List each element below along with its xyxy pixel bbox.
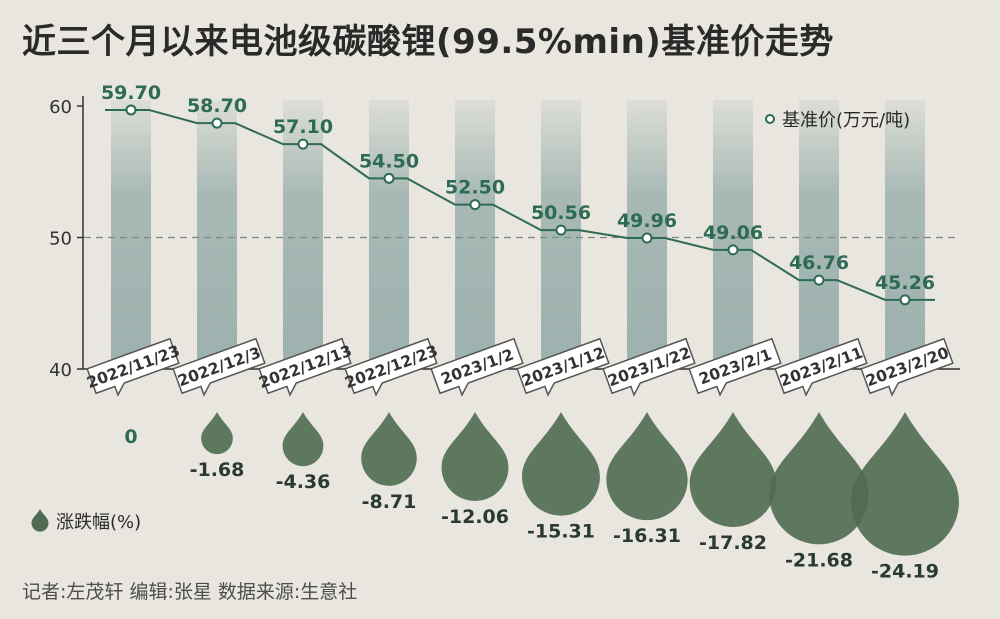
chart-title: 近三个月以来电池级碳酸锂(99.5%min)基准价走势 <box>22 22 834 62</box>
change-drop <box>769 412 869 545</box>
price-point <box>383 172 395 184</box>
legend-change-label: 涨跌幅(%) <box>56 512 141 533</box>
change-drop <box>689 412 777 527</box>
category-band <box>885 100 925 369</box>
change-value-label: -21.68 <box>785 549 853 571</box>
price-value-label: 46.76 <box>789 252 849 274</box>
date-tag-box <box>258 337 352 397</box>
price-value-label: 59.70 <box>101 82 161 104</box>
change-drop <box>441 412 509 501</box>
change-value-label: 0 <box>124 426 137 448</box>
price-point <box>297 138 309 150</box>
date-tag-box <box>430 337 524 397</box>
legend-price-label: 基准价(万元/吨) <box>782 110 910 131</box>
price-point <box>899 294 911 306</box>
price-point <box>813 274 825 286</box>
change-drop <box>851 412 959 556</box>
change-drop <box>606 412 688 521</box>
price-point <box>469 199 481 211</box>
date-tag-box <box>516 337 610 397</box>
price-point <box>211 117 223 129</box>
price-value-label: 49.96 <box>617 210 677 232</box>
change-drop <box>201 412 233 455</box>
legend-change-marker <box>31 509 49 532</box>
category-band <box>713 100 753 369</box>
price-point <box>555 224 567 236</box>
change-value-label: -1.68 <box>190 459 245 481</box>
y-tick-label: 60 <box>49 97 72 118</box>
change-value-label: -12.06 <box>441 506 509 528</box>
date-tag-box <box>774 337 868 397</box>
category-band <box>369 100 409 369</box>
change-value-label: -17.82 <box>699 532 767 554</box>
price-value-label: 58.70 <box>187 95 247 117</box>
date-tag-box <box>172 337 266 397</box>
y-tick-label: 40 <box>49 360 72 381</box>
category-band <box>197 100 237 369</box>
change-value-label: -15.31 <box>527 521 595 543</box>
date-tag-box <box>688 337 782 397</box>
price-value-label: 50.56 <box>531 202 591 224</box>
change-drop <box>522 412 600 516</box>
change-value-label: -16.31 <box>613 525 681 547</box>
price-point <box>125 104 137 116</box>
price-value-label: 45.26 <box>875 272 935 294</box>
change-value-label: -24.19 <box>871 561 939 583</box>
category-band <box>455 100 495 369</box>
price-value-label: 49.06 <box>703 222 763 244</box>
legend-price-marker <box>765 114 775 124</box>
price-value-label: 52.50 <box>445 177 505 199</box>
y-tick-label: 50 <box>49 229 72 250</box>
price-point <box>641 232 653 244</box>
price-point <box>727 244 739 256</box>
change-drop <box>361 412 417 486</box>
date-tag-box <box>602 337 696 397</box>
change-value-label: -4.36 <box>276 471 331 493</box>
price-value-label: 54.50 <box>359 150 419 172</box>
change-value-label: -8.71 <box>362 491 417 513</box>
change-drop <box>282 412 324 467</box>
credits-line: 记者:左茂轩 编辑:张星 数据来源:生意社 <box>22 581 358 603</box>
date-tag-box <box>86 337 180 397</box>
price-value-label: 57.10 <box>273 116 333 138</box>
date-tag-box <box>344 337 438 397</box>
category-band <box>799 100 839 369</box>
date-tag-box <box>860 337 954 397</box>
category-band <box>111 100 151 369</box>
